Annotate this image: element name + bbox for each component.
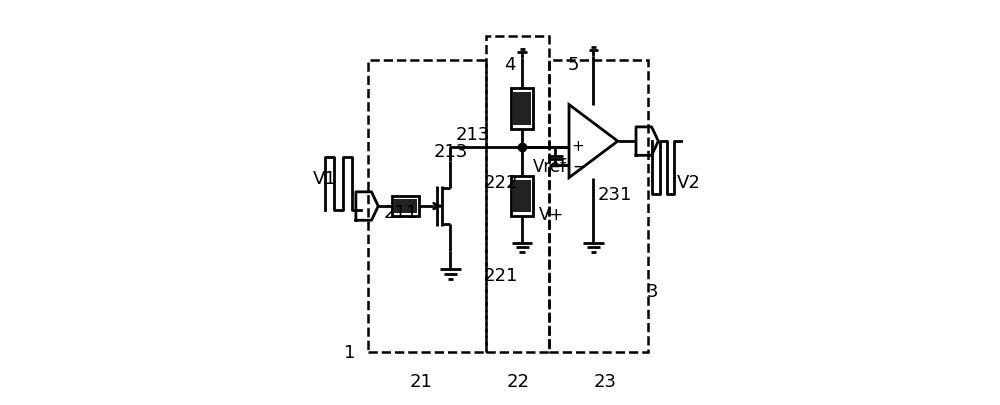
Bar [513, 180, 531, 213]
Text: 231: 231 [597, 185, 632, 203]
Text: 1: 1 [344, 343, 355, 361]
Text: 4: 4 [504, 56, 516, 74]
Text: Vref: Vref [533, 158, 567, 175]
Text: V2: V2 [677, 173, 700, 191]
Text: V1: V1 [313, 169, 337, 187]
Bar [511, 176, 533, 217]
Bar [513, 93, 531, 126]
Text: 5: 5 [567, 56, 579, 74]
Text: 222: 222 [484, 173, 518, 191]
Text: 211: 211 [383, 204, 418, 222]
Text: V+: V+ [539, 206, 564, 224]
Text: +: + [572, 139, 585, 153]
Text: 23: 23 [594, 372, 617, 390]
Text: 221: 221 [484, 266, 518, 284]
Text: 22: 22 [507, 372, 530, 390]
Text: 21: 21 [409, 372, 432, 390]
Text: −: − [572, 157, 586, 175]
Bar [394, 200, 417, 213]
Text: 213: 213 [434, 143, 468, 161]
Bar [392, 196, 419, 217]
Bar [511, 89, 533, 130]
Text: 3: 3 [646, 283, 658, 301]
Text: 213: 213 [455, 126, 490, 144]
